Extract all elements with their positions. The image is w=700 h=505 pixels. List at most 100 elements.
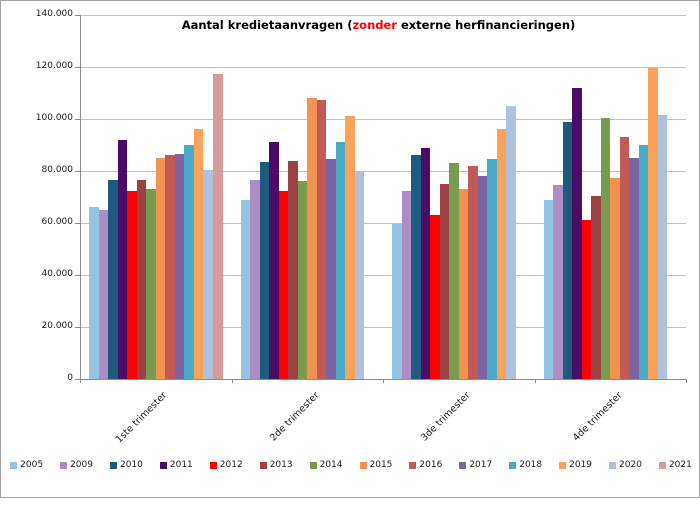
- legend-swatch-2020: [609, 461, 617, 469]
- bar-2010-1ste-trimester: [108, 180, 118, 379]
- legend-label-2021: 2021: [668, 460, 692, 470]
- bar-2013-2de-trimester: [288, 160, 298, 379]
- legend-swatch-2014: [309, 461, 317, 469]
- gridline: [80, 275, 686, 276]
- legend-label-2011: 2011: [169, 460, 193, 470]
- bar-2011-2de-trimester: [269, 142, 279, 379]
- y-axis-tick: [75, 15, 80, 16]
- legend-item-2012: 2012: [209, 460, 243, 470]
- chart-title: Aantal kredietaanvragen (zonder externe …: [1, 18, 699, 32]
- x-axis-line: [75, 379, 686, 380]
- y-axis-label: 0: [67, 373, 73, 383]
- bar-2010-3de-trimester: [411, 155, 421, 379]
- bar-2017-2de-trimester: [326, 159, 336, 379]
- x-axis-tick: [686, 379, 687, 383]
- gridline: [80, 327, 686, 328]
- y-axis-tick: [75, 275, 80, 276]
- legend-item-2013: 2013: [259, 460, 293, 470]
- legend-label-2005: 2005: [20, 460, 44, 470]
- legend-item-2021: 2021: [658, 460, 692, 470]
- legend-item-2010: 2010: [109, 460, 143, 470]
- legend-label-2013: 2013: [269, 460, 293, 470]
- chart-title-prefix: Aantal kredietaanvragen (: [181, 18, 353, 32]
- bar-2005-2de-trimester: [240, 199, 250, 379]
- bar-2017-1ste-trimester: [174, 154, 185, 379]
- bar-2019-2de-trimester: [345, 116, 355, 379]
- bar-2015-1ste-trimester: [155, 158, 166, 379]
- bar-2005-1ste-trimester: [89, 207, 99, 379]
- bar-2009-3de-trimester: [401, 190, 411, 379]
- bar-2015-2de-trimester: [307, 98, 317, 379]
- y-axis-tick: [75, 171, 80, 172]
- legend-swatch-2009: [60, 461, 68, 469]
- legend-label-2014: 2014: [319, 460, 343, 470]
- legend-swatch-2021: [658, 461, 666, 469]
- legend-label-2010: 2010: [119, 460, 143, 470]
- legend-swatch-2017: [459, 461, 467, 469]
- bar-2013-3de-trimester: [439, 184, 450, 379]
- legend-item-2005: 2005: [10, 460, 43, 470]
- y-axis-tick: [75, 67, 80, 68]
- legend-item-2009: 2009: [60, 460, 93, 470]
- bar-2019-3de-trimester: [496, 129, 507, 379]
- bar-2016-2de-trimester: [316, 99, 327, 379]
- legend-item-2011: 2011: [159, 460, 193, 470]
- y-axis-line: [80, 15, 81, 379]
- bar-2017-3de-trimester: [477, 176, 488, 379]
- legend-swatch-2011: [159, 461, 167, 469]
- legend-item-2017: 2017: [459, 460, 492, 470]
- bar-2015-4de-trimester: [610, 177, 620, 379]
- bar-2016-3de-trimester: [468, 165, 478, 379]
- bar-2010-2de-trimester: [259, 161, 270, 379]
- bar-2020-3de-trimester: [506, 106, 516, 379]
- legend-item-2015: 2015: [359, 460, 393, 470]
- legend-swatch-2015: [359, 461, 367, 469]
- bar-2019-4de-trimester: [648, 68, 658, 379]
- bar-2016-4de-trimester: [619, 137, 630, 379]
- x-axis-tick: [232, 379, 233, 383]
- bar-2017-4de-trimester: [629, 158, 639, 379]
- bar-2018-3de-trimester: [487, 159, 497, 379]
- x-axis-category-label: 2de trimester: [267, 390, 322, 444]
- legend-label-2018: 2018: [519, 460, 543, 470]
- bar-2014-4de-trimester: [600, 117, 611, 379]
- bar-2014-1ste-trimester: [146, 189, 156, 379]
- legend-swatch-2010: [109, 461, 117, 469]
- bar-2011-3de-trimester: [420, 147, 431, 379]
- x-axis-tick: [80, 379, 81, 383]
- legend-item-2019: 2019: [559, 460, 592, 470]
- legend-label-2009: 2009: [70, 460, 93, 470]
- legend-label-2015: 2015: [369, 460, 393, 470]
- x-axis-category-label: 3de trimester: [418, 390, 473, 444]
- legend-label-2019: 2019: [569, 460, 593, 470]
- bar-2009-4de-trimester: [553, 185, 563, 379]
- bar-2020-1ste-trimester: [203, 169, 213, 379]
- legend-label-2017: 2017: [469, 460, 493, 470]
- y-axis-label: 140.000: [35, 9, 73, 19]
- bar-2013-1ste-trimester: [136, 180, 147, 379]
- legend-label-2012: 2012: [219, 460, 243, 470]
- chart-title-highlight: zonder: [352, 18, 397, 32]
- bar-2005-4de-trimester: [543, 199, 553, 379]
- legend-item-2016: 2016: [409, 460, 442, 470]
- bar-2014-2de-trimester: [297, 181, 308, 379]
- bar-2005-3de-trimester: [392, 224, 402, 379]
- legend-swatch-2019: [559, 461, 567, 469]
- y-axis-label: 20.000: [41, 321, 74, 331]
- bar-2012-3de-trimester: [430, 215, 440, 379]
- gridline: [80, 223, 686, 224]
- y-axis-label: 80.000: [41, 165, 74, 175]
- bar-2013-4de-trimester: [591, 195, 601, 379]
- gridline: [80, 171, 686, 172]
- bar-2010-4de-trimester: [562, 121, 573, 379]
- y-axis-label: 60.000: [41, 217, 74, 227]
- legend-swatch-2013: [259, 461, 267, 469]
- bar-2014-3de-trimester: [449, 163, 459, 379]
- x-axis-category-label: 4de trimester: [570, 390, 625, 444]
- legend-swatch-2012: [209, 461, 217, 469]
- bar-2019-1ste-trimester: [193, 129, 204, 379]
- bar-2011-4de-trimester: [572, 87, 582, 379]
- bar-2018-1ste-trimester: [184, 145, 194, 379]
